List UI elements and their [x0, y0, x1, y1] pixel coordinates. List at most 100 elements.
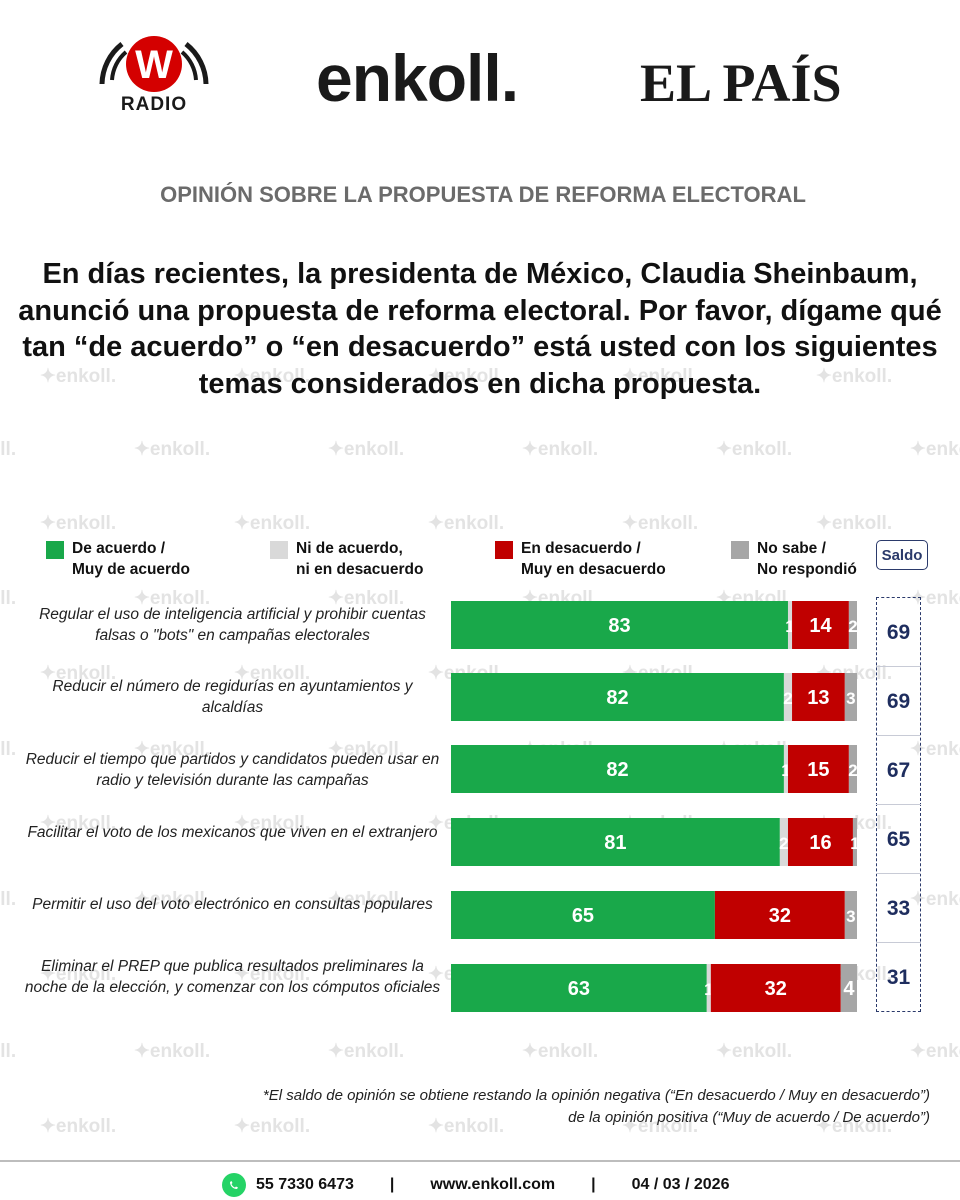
- saldo-divider: [876, 804, 921, 805]
- legend-nodata-swatch: [731, 541, 749, 559]
- saldo-divider: [876, 942, 921, 943]
- category-label: Facilitar el voto de los mexicanos que v…: [27, 824, 438, 841]
- bar-agree-label: 82: [606, 759, 628, 781]
- bar-neutral: [783, 745, 788, 793]
- bar-agree: [451, 891, 715, 939]
- category-label: Regular el uso de inteligencia artificia…: [39, 606, 426, 644]
- bar-disagree-label: 15: [807, 759, 829, 781]
- bar-nodata-label: 2: [848, 761, 857, 780]
- bar-disagree-label: 32: [765, 978, 787, 1000]
- legend-agree-line2: Muy de acuerdo: [72, 561, 190, 578]
- el-pais-logo: EL PAÍS: [640, 53, 842, 113]
- legend-neutral: Ni de acuerdo, ni en desacuerdo: [270, 538, 424, 580]
- bar-agree: [451, 601, 788, 649]
- footnote-line2: de la opinión positiva (“Muy de acuerdo …: [568, 1109, 930, 1126]
- w-radio-logo: W RADIO: [92, 34, 216, 116]
- bar-nodata-label: 2: [848, 617, 857, 636]
- bar-disagree-label: 32: [769, 905, 791, 927]
- chart-subtitle: OPINIÓN SOBRE LA PROPUESTA DE REFORMA EL…: [160, 182, 806, 207]
- bar-nodata-label: 3: [846, 689, 855, 708]
- legend-nodata-line1: No sabe /: [757, 540, 826, 557]
- category-label: Reducir el tiempo que partidos y candida…: [25, 751, 440, 789]
- category-label: Permitir el uso del voto electrónico en …: [32, 896, 433, 913]
- bar-neutral: [783, 673, 793, 721]
- bar-agree-label: 83: [608, 615, 630, 637]
- bar-neutral-label: 1: [785, 617, 794, 636]
- footer-date: 04 / 03 / 2026: [631, 1176, 730, 1193]
- saldo-value: 31: [886, 966, 911, 989]
- w-radio-emblem: W: [99, 36, 209, 92]
- bar-neutral: [779, 818, 788, 866]
- saldo-divider: [876, 873, 921, 874]
- saldo-value: 69: [886, 621, 911, 644]
- footnote-line1: *El saldo de opinión se obtiene restando…: [262, 1087, 930, 1104]
- saldo-value: 67: [886, 759, 911, 782]
- bar-nodata-label: 3: [846, 907, 855, 926]
- legend-agree-swatch: [46, 541, 64, 559]
- legend-disagree-line1: En desacuerdo /: [521, 540, 641, 557]
- bar-neutral-label: 2: [779, 834, 788, 853]
- category-label: Reducir el número de regidurías en ayunt…: [52, 678, 413, 716]
- bar-disagree: [710, 964, 841, 1012]
- bar-disagree: [787, 818, 853, 866]
- bar-nodata: [844, 673, 857, 721]
- legend-neutral-line2: ni en desacuerdo: [296, 561, 424, 578]
- survey-question: En días recientes, la presidenta de Méxi…: [18, 258, 942, 400]
- footer: 55 7330 6473 | www.enkoll.com | 04 / 03 …: [222, 1172, 729, 1198]
- footer-separator: |: [389, 1176, 395, 1193]
- radio-label: RADIO: [120, 94, 188, 115]
- category-label: Eliminar el PREP que publica resultados …: [24, 958, 441, 996]
- bar-agree: [451, 673, 784, 721]
- bar-disagree-label: 16: [809, 832, 831, 854]
- bar-agree-label: 81: [604, 832, 626, 854]
- bar-nodata: [848, 745, 857, 793]
- bar-neutral-label: 1: [704, 980, 713, 999]
- legend-nodata: No sabe / No respondió: [731, 538, 857, 580]
- enkoll-logo: enkoll.: [316, 41, 519, 115]
- bar-disagree: [714, 891, 845, 939]
- footer-separator: |: [591, 1176, 596, 1193]
- bar-nodata: [852, 818, 857, 866]
- legend-nodata-line2: No respondió: [757, 561, 857, 578]
- legend-disagree-swatch: [495, 541, 513, 559]
- bar-neutral-label: 1: [781, 761, 790, 780]
- footer-divider: [0, 1160, 960, 1162]
- bar-agree: [451, 745, 784, 793]
- saldo-header: Saldo: [876, 540, 928, 570]
- bar-agree: [451, 818, 780, 866]
- legend-agree: De acuerdo / Muy de acuerdo: [46, 538, 190, 580]
- bar-agree-label: 65: [572, 905, 594, 927]
- footer-website-link[interactable]: www.enkoll.com: [430, 1176, 556, 1193]
- bar-nodata: [840, 964, 857, 1012]
- saldo-divider: [876, 735, 921, 736]
- bar-agree: [451, 964, 707, 1012]
- saldo-value: 65: [886, 828, 911, 851]
- legend-agree-line1: De acuerdo /: [72, 540, 166, 557]
- bar-disagree: [792, 673, 845, 721]
- bar-neutral: [787, 601, 793, 649]
- footnote: *El saldo de opinión se obtiene restando…: [263, 1085, 930, 1129]
- bar-neutral-label: 2: [783, 689, 792, 708]
- bar-nodata: [844, 891, 857, 939]
- legend-neutral-line1: Ni de acuerdo,: [296, 540, 403, 557]
- legend-disagree-line2: Muy en desacuerdo: [521, 561, 666, 578]
- bar-disagree-label: 13: [807, 687, 829, 709]
- bar-disagree: [792, 601, 849, 649]
- legend-neutral-swatch: [270, 541, 288, 559]
- bar-neutral: [706, 964, 711, 1012]
- saldo-value: 33: [886, 897, 911, 920]
- w-letter: W: [135, 43, 173, 87]
- saldo-value: 69: [886, 690, 911, 713]
- bar-nodata-label: 1: [850, 834, 859, 853]
- footer-phone[interactable]: 55 7330 6473: [256, 1176, 354, 1193]
- bar-disagree: [787, 745, 849, 793]
- bar-agree-label: 63: [568, 978, 590, 1000]
- whatsapp-icon: [222, 1173, 246, 1197]
- saldo-divider: [876, 666, 921, 667]
- legend-disagree: En desacuerdo / Muy en desacuerdo: [495, 538, 666, 580]
- bar-agree-label: 82: [606, 687, 628, 709]
- bar-nodata: [848, 601, 857, 649]
- bar-nodata-label: 4: [843, 978, 855, 1000]
- bar-disagree-label: 14: [809, 615, 832, 637]
